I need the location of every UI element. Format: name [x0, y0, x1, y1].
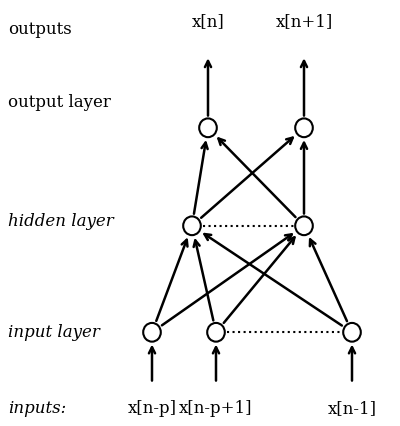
Text: hidden layer: hidden layer — [8, 213, 114, 230]
Text: outputs: outputs — [8, 21, 72, 38]
Circle shape — [295, 216, 313, 235]
Text: x[n-1]: x[n-1] — [328, 400, 376, 417]
Text: x[n-p+1]: x[n-p+1] — [179, 400, 253, 417]
Text: x[n+1]: x[n+1] — [275, 13, 333, 30]
Text: x[n-p]: x[n-p] — [128, 400, 176, 417]
Circle shape — [143, 323, 161, 342]
Circle shape — [295, 118, 313, 137]
Circle shape — [199, 118, 217, 137]
Circle shape — [183, 216, 201, 235]
Text: output layer: output layer — [8, 94, 111, 111]
Circle shape — [207, 323, 225, 342]
Text: input layer: input layer — [8, 324, 100, 341]
Text: inputs:: inputs: — [8, 400, 66, 417]
Circle shape — [343, 323, 361, 342]
Text: x[n]: x[n] — [192, 13, 224, 30]
